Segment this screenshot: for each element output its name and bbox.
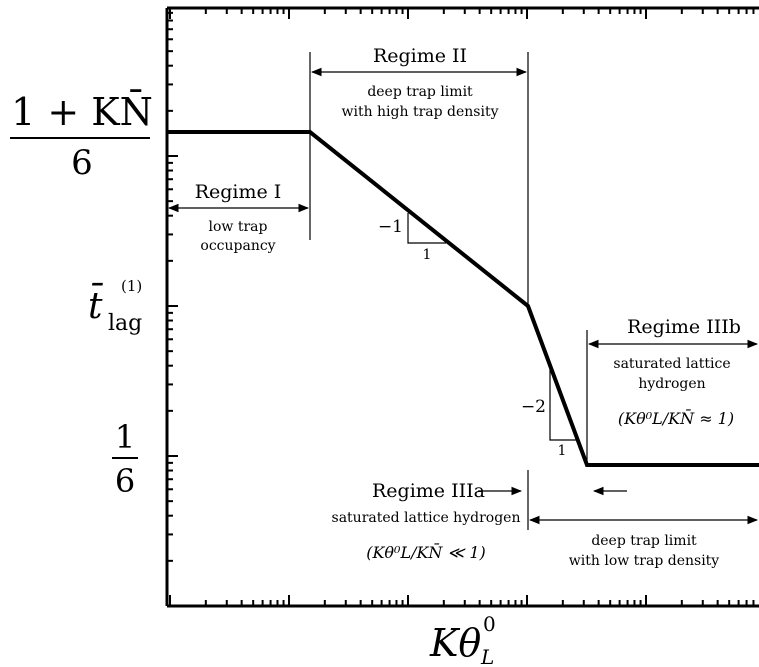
x-label-sup: 0 [483, 612, 496, 636]
y-label-bottom: 1 6 [112, 418, 138, 500]
slope-triangle-1-rise: −1 [378, 217, 403, 237]
regime2-line2: with high trap density [341, 104, 498, 120]
regime2-line1: deep trap limit [367, 84, 473, 100]
deep-low-annotation: deep trap limit with low trap density [528, 515, 759, 569]
slope-triangle-2-legs [549, 367, 576, 441]
regime3a-condition: (Kθ⁰L/KN̄ ≪ 1) [366, 541, 486, 562]
regime3a-title: Regime IIIa [372, 480, 485, 502]
slope-triangle-2-run: 1 [558, 443, 567, 459]
slope-triangle-1-legs [407, 213, 446, 244]
slope-triangle-2: −2 1 [521, 367, 576, 459]
y-label-top-numerator: 1 + KN̄ [11, 90, 153, 134]
y-label-bottom-denominator: 6 [115, 462, 135, 500]
regime3a-line1: saturated lattice hydrogen [332, 510, 521, 526]
y-label-top: 1 + KN̄ 6 [10, 90, 153, 183]
regime3b-condition: (Kθ⁰L/KN̄ ≈ 1) [618, 407, 734, 428]
regime3b-line2: hydrogen [638, 376, 705, 392]
regime1-title: Regime I [195, 181, 282, 203]
y-label-middle-sup: (1) [121, 277, 142, 295]
deep-low-line2: with low trap density [569, 553, 720, 569]
regime2-title: Regime II [373, 45, 467, 67]
regime3b-line1: saturated lattice [613, 356, 730, 372]
slope-triangle-1-run: 1 [423, 247, 432, 263]
regime3b-title: Regime IIIb [627, 316, 741, 338]
regime-boundaries [309, 52, 588, 530]
regime1-annotation: Regime I low trap occupancy [167, 181, 310, 254]
regime3a-annotation: Regime IIIa saturated lattice hydrogen (… [332, 480, 627, 562]
slope-triangle-2-rise: −2 [521, 397, 546, 417]
x-label: Kθ 0 L [429, 612, 496, 667]
x-label-sub: L [480, 645, 494, 667]
y-label-middle-base: t̄ [88, 283, 104, 327]
y-label-middle: t̄ lag (1) [88, 277, 142, 336]
y-label-top-denominator: 6 [71, 143, 93, 183]
regime1-line1: low trap [209, 219, 268, 235]
axis-ticks [167, 8, 755, 606]
y-label-bottom-numerator: 1 [115, 418, 135, 456]
regime2-annotation: Regime II deep trap limit with high trap… [310, 45, 528, 120]
regime1-line2: occupancy [200, 238, 275, 254]
deep-low-line1: deep trap limit [591, 533, 697, 549]
regime3b-annotation: Regime IIIb saturated lattice hydrogen (… [587, 316, 759, 428]
slope-triangle-1: −1 1 [378, 213, 446, 263]
y-label-middle-sub: lag [108, 311, 142, 336]
x-label-base: Kθ [429, 621, 481, 665]
